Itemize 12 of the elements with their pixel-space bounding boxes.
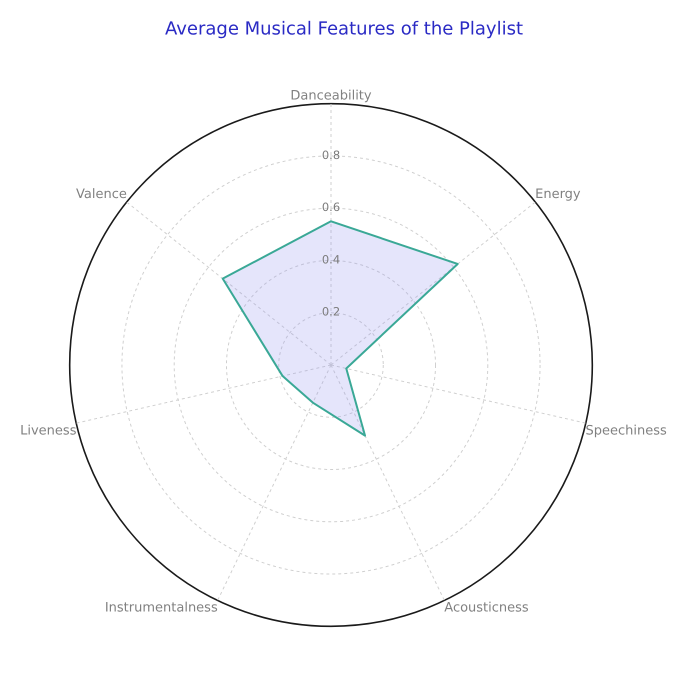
- spoke-label: Valence: [76, 186, 127, 202]
- y-tick-label: 0.4: [322, 252, 340, 266]
- y-tick-label: 0.2: [322, 304, 340, 319]
- spoke-label: Danceability: [290, 88, 372, 104]
- y-tick-label: 0.8: [322, 148, 340, 162]
- spoke-label: Liveness: [20, 423, 77, 438]
- spoke-label: Instrumentalness: [104, 600, 218, 616]
- chart-title: Average Musical Features of the Playlist: [164, 18, 524, 40]
- spoke-label: Speechiness: [586, 423, 668, 438]
- spoke-label: Energy: [535, 186, 581, 202]
- spoke-label: Acousticness: [444, 600, 529, 616]
- y-tick-label: 0.6: [322, 200, 340, 214]
